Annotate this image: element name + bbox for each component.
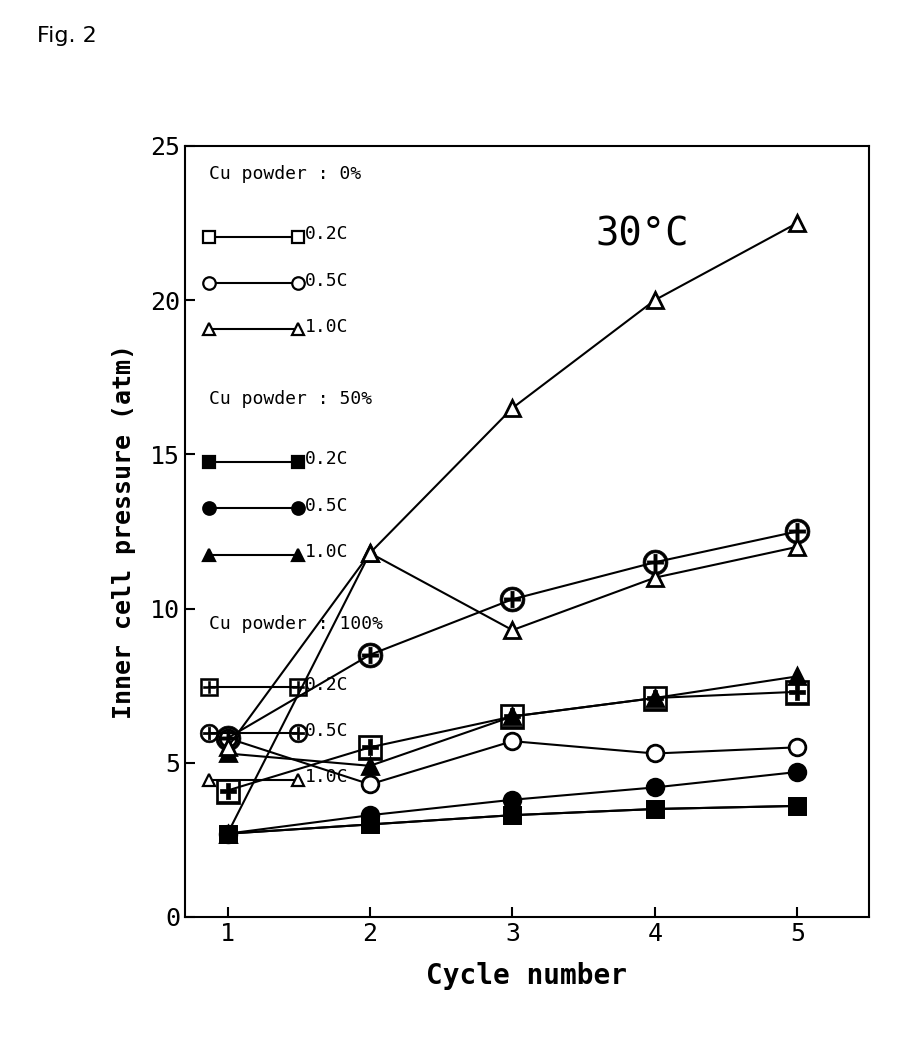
Text: 0.2C: 0.2C (304, 225, 348, 243)
Text: Cu powder : 50%: Cu powder : 50% (209, 391, 371, 408)
Text: Fig. 2: Fig. 2 (37, 26, 97, 46)
Text: 1.0C: 1.0C (304, 318, 348, 336)
Text: 1.0C: 1.0C (304, 768, 348, 786)
Text: 0.2C: 0.2C (304, 675, 348, 694)
Text: 0.5C: 0.5C (304, 497, 348, 515)
Text: 0.5C: 0.5C (304, 272, 348, 290)
Text: 1.0C: 1.0C (304, 543, 348, 561)
Text: 30°C: 30°C (595, 216, 688, 253)
Text: 0.2C: 0.2C (304, 450, 348, 469)
Text: Cu powder : 100%: Cu powder : 100% (209, 616, 383, 634)
Text: Cu powder : 0%: Cu powder : 0% (209, 166, 361, 183)
Y-axis label: Inner cell pressure (atm): Inner cell pressure (atm) (112, 344, 136, 719)
Text: 0.5C: 0.5C (304, 722, 348, 740)
X-axis label: Cycle number: Cycle number (426, 963, 627, 991)
